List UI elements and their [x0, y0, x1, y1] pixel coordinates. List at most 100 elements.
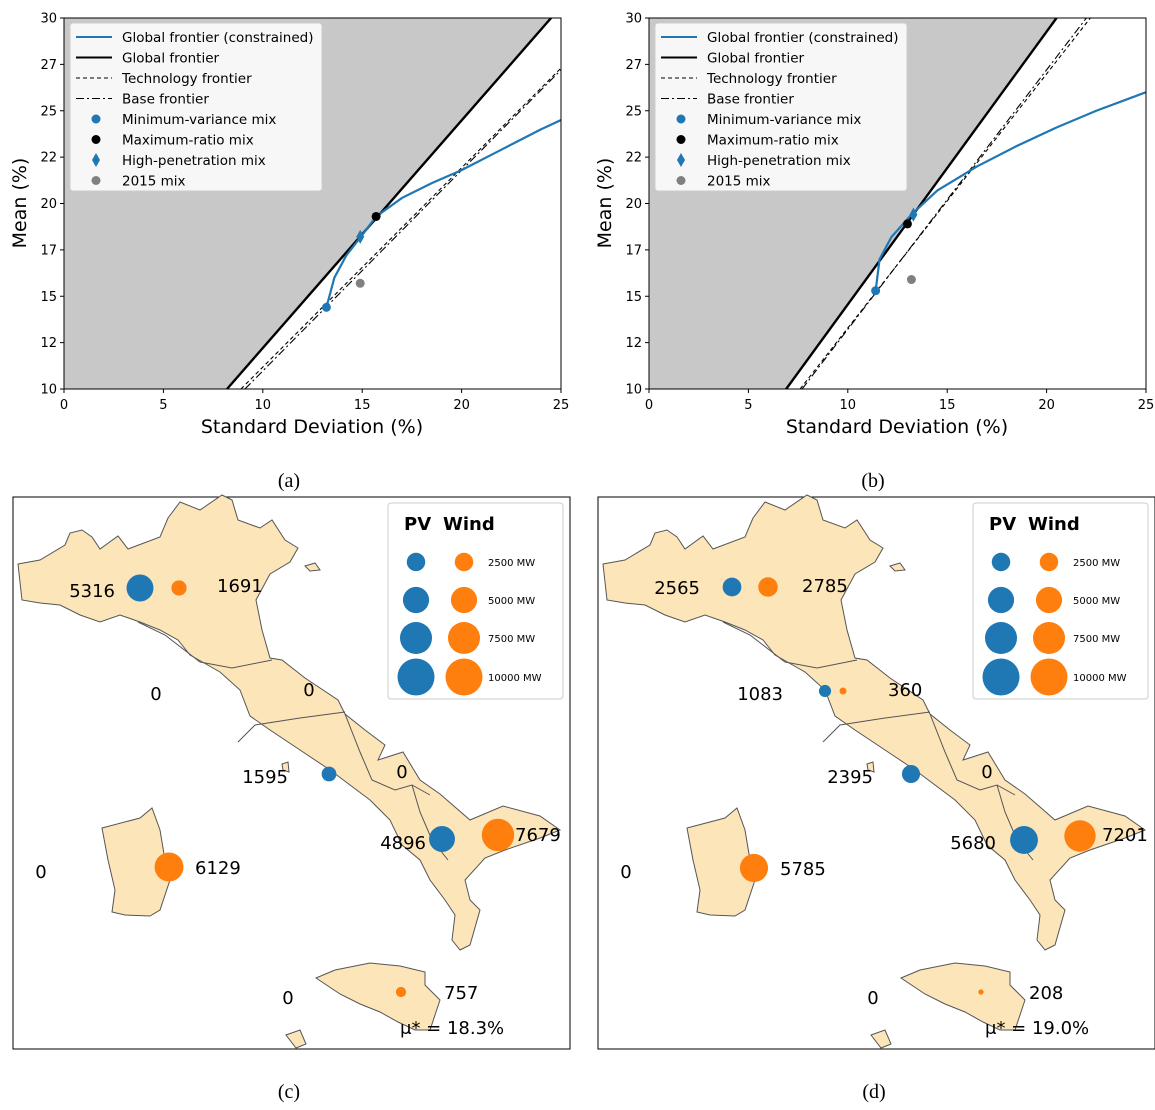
panel-label-c: (c): [278, 1081, 300, 1103]
zone-border: [237, 711, 346, 743]
capacity-value-label: 208: [1029, 983, 1063, 1004]
capacity-value-label: 0: [282, 988, 293, 1009]
x-axis-label: Standard Deviation (%): [786, 416, 1008, 438]
x-axis-label: Standard Deviation (%): [201, 416, 423, 438]
capacity-value-label: 2785: [802, 576, 848, 597]
y-tick-label: 25: [625, 104, 642, 119]
wind-capacity-bubble: [739, 853, 769, 883]
legend-pv-bubble: [987, 586, 1015, 614]
x-tick-label: 10: [255, 398, 272, 413]
legend-item-label: 2015 mix: [122, 174, 186, 190]
legend-item-label: Base frontier: [707, 92, 794, 108]
wind-capacity-bubble: [978, 989, 984, 995]
chart-legend: Global frontier (constrained) Global fron…: [654, 22, 908, 192]
y-tick-label: 22: [625, 151, 642, 166]
legend-wind-bubble: [454, 552, 474, 572]
italy-map: [17, 494, 561, 1049]
capacity-value-label: 1691: [217, 576, 263, 597]
legend-marker-swatch: [676, 135, 686, 144]
x-tick-label: 25: [1138, 398, 1155, 413]
x-tick-label: 0: [60, 398, 68, 413]
legend-item-label: Global frontier (constrained): [707, 30, 898, 46]
legend-wind-bubble: [1039, 552, 1059, 572]
small-island: [304, 562, 321, 572]
legend-pv-bubble: [982, 658, 1020, 696]
legend-item-label: Minimum-variance mix: [122, 112, 276, 128]
zone-border: [344, 713, 431, 796]
small-island: [281, 761, 290, 773]
legend-item-label: Global frontier: [707, 51, 805, 67]
technology-frontier-line: [799, 18, 1091, 389]
legend-marker-swatch: [677, 153, 685, 167]
pv-capacity-bubble: [901, 764, 921, 784]
y-tick-label: 17: [625, 243, 642, 258]
map-legend: PV Wind 2500 MW 5000 MW 7500 MW 10000 MW: [972, 502, 1149, 700]
legend-item-label: High-penetration mix: [707, 153, 851, 169]
map-panel-d: 2565 2785 1083 360 2395 0 5680 7201 0 5785 0 208 μ*…: [597, 494, 1155, 1050]
y-tick-label: 30: [625, 12, 642, 27]
capacity-value-label: 1083: [737, 684, 783, 705]
italy-map: [602, 494, 1146, 1049]
chart-legend: Global frontier (constrained) Global fron…: [69, 22, 323, 192]
base-frontier-line: [244, 69, 561, 389]
capacity-value-label: 6129: [195, 858, 241, 879]
legend-item-label: Maximum-ratio mix: [122, 133, 254, 149]
x-tick-label: 10: [840, 398, 857, 413]
legend-marker-swatch: [92, 153, 100, 167]
x-tick-label: 15: [354, 398, 371, 413]
zone-border: [137, 621, 273, 669]
legend-item-label: Minimum-variance mix: [707, 112, 861, 128]
legend-marker-swatch: [91, 176, 101, 185]
legend-size-label: 5000 MW: [1073, 596, 1120, 607]
capacity-value-label: 0: [35, 862, 46, 883]
pv-capacity-bubble: [321, 766, 337, 782]
capacity-value-label: 2395: [827, 767, 873, 788]
minimum-variance-point: [321, 302, 331, 312]
x-tick-label: 20: [453, 398, 470, 413]
y-tick-label: 17: [40, 243, 57, 258]
legend-size-label: 10000 MW: [488, 673, 542, 684]
y-tick-label: 22: [40, 151, 57, 166]
x-tick-label: 0: [645, 398, 653, 413]
y-tick-label: 15: [625, 290, 642, 305]
legend-item-label: Technology frontier: [706, 71, 837, 87]
global-frontier-line: [785, 18, 1058, 389]
technology-frontier-line: [240, 67, 561, 389]
zone-border: [929, 713, 1016, 796]
y-tick-label: 30: [40, 12, 57, 27]
mix-2015-point: [906, 275, 916, 285]
wind-capacity-bubble: [481, 818, 515, 852]
legend-pv-bubble: [402, 586, 430, 614]
wind-capacity-bubble: [758, 577, 778, 597]
capacity-value-label: 0: [620, 862, 631, 883]
pv-capacity-bubble: [126, 574, 154, 602]
pv-capacity-bubble: [429, 826, 455, 852]
constrained-frontier-line: [874, 91, 1146, 291]
legend-size-label: 5000 MW: [488, 596, 535, 607]
legend-item-label: Base frontier: [122, 92, 209, 108]
small-island: [866, 761, 875, 773]
capacity-value-label: 0: [303, 680, 314, 701]
y-tick-label: 27: [40, 58, 57, 73]
legend-size-label: 7500 MW: [488, 634, 535, 645]
zone-border: [722, 621, 858, 669]
high-penetration-point: [909, 207, 918, 222]
capacity-value-label: 5316: [69, 581, 115, 602]
legend-wind-bubble: [447, 621, 481, 655]
base-frontier-line: [801, 18, 1087, 389]
small-island: [870, 1029, 892, 1049]
mu-annotation: μ* = 19.0%: [985, 1018, 1089, 1039]
y-tick-label: 15: [40, 290, 57, 305]
legend-pv-bubble: [397, 658, 435, 696]
legend-wind-bubble: [1032, 621, 1066, 655]
y-tick-label: 10: [40, 383, 57, 398]
wind-capacity-bubble: [171, 580, 187, 596]
legend-pv-bubble: [984, 621, 1018, 655]
x-tick-label: 15: [939, 398, 956, 413]
legend-item-label: 2015 mix: [707, 174, 771, 190]
y-tick-label: 12: [625, 336, 642, 351]
legend-wind-bubble: [1030, 658, 1068, 696]
mu-annotation: μ* = 18.3%: [400, 1018, 504, 1039]
maximum-ratio-point: [902, 219, 912, 229]
